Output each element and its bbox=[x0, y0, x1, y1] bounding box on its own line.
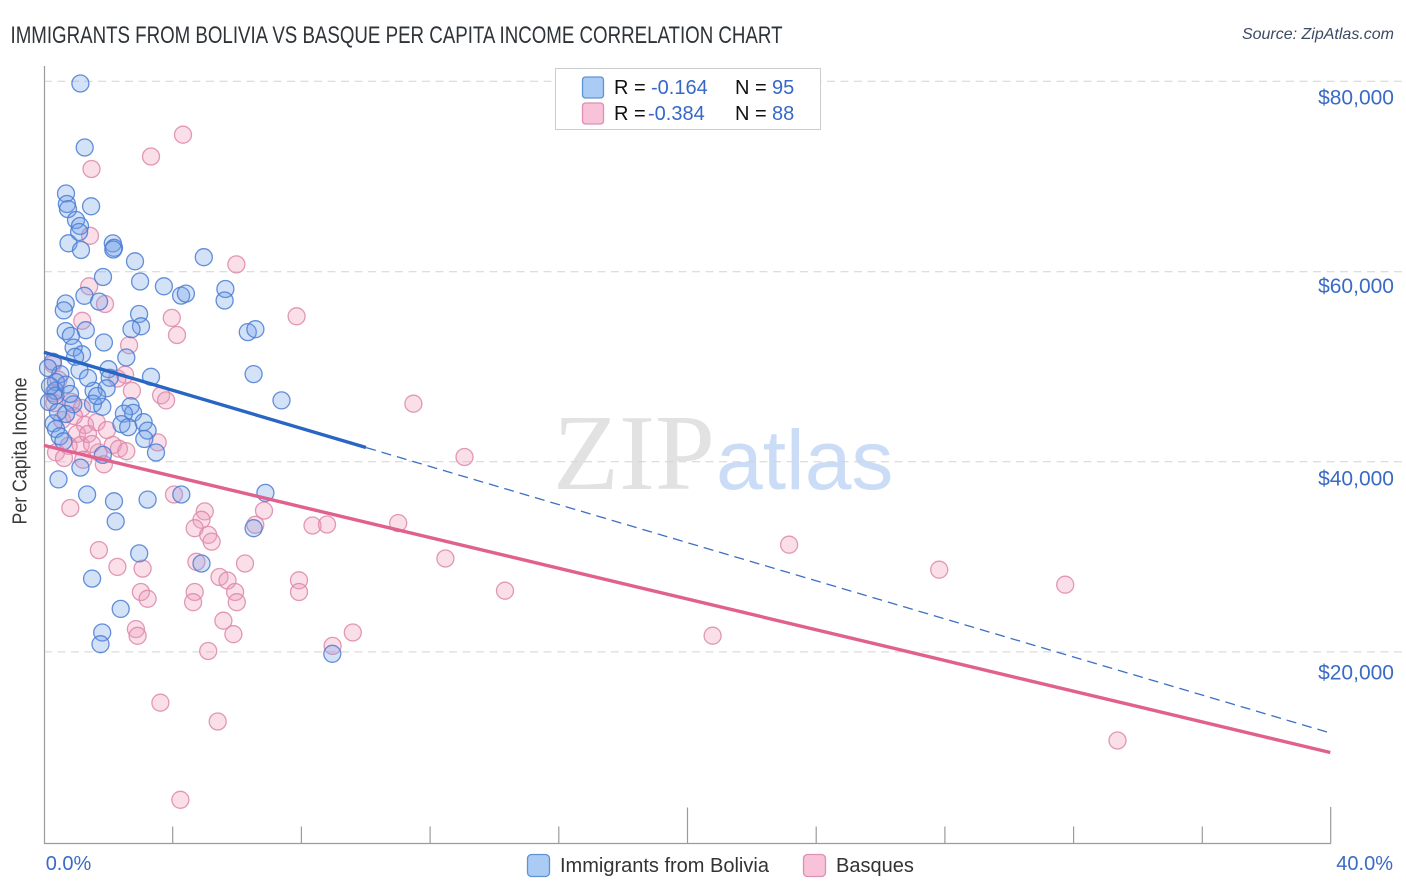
svg-text:Immigrants from Bolivia: Immigrants from Bolivia bbox=[560, 855, 770, 877]
svg-text:$60,000: $60,000 bbox=[1318, 275, 1394, 298]
svg-text:$80,000: $80,000 bbox=[1318, 87, 1394, 110]
svg-text:N =: N = bbox=[735, 103, 767, 125]
svg-text:Basques: Basques bbox=[836, 855, 914, 877]
svg-text:Per Capita Income: Per Capita Income bbox=[10, 378, 32, 525]
svg-text:88: 88 bbox=[772, 103, 794, 125]
svg-text:IMMIGRANTS FROM BOLIVIA VS BAS: IMMIGRANTS FROM BOLIVIA VS BASQUE PER CA… bbox=[11, 22, 783, 49]
svg-text:ZIP: ZIP bbox=[553, 394, 715, 513]
svg-text:95: 95 bbox=[772, 77, 794, 99]
svg-text:$40,000: $40,000 bbox=[1318, 468, 1394, 491]
svg-text:0.0%: 0.0% bbox=[46, 853, 92, 875]
svg-text:R =: R = bbox=[614, 103, 646, 125]
svg-text:40.0%: 40.0% bbox=[1336, 853, 1393, 875]
svg-text:-0.384: -0.384 bbox=[648, 103, 705, 125]
svg-text:R =: R = bbox=[614, 77, 646, 99]
svg-text:$20,000: $20,000 bbox=[1318, 662, 1394, 685]
svg-text:-0.164: -0.164 bbox=[651, 77, 708, 99]
svg-text:atlas: atlas bbox=[716, 413, 893, 507]
svg-text:N =: N = bbox=[735, 77, 767, 99]
svg-text:Source: ZipAtlas.com: Source: ZipAtlas.com bbox=[1242, 26, 1394, 43]
